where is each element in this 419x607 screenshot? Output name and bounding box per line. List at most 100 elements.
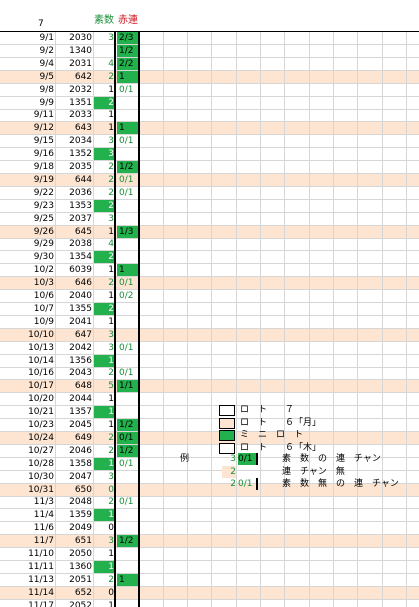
draw-number-cell[interactable]: 2031 (69, 58, 92, 69)
draw-number-cell[interactable]: 1357 (69, 407, 92, 418)
draw-number-cell[interactable]: 2043 (69, 368, 92, 379)
consecutive-cell[interactable]: 0/1 (117, 431, 139, 444)
draw-number-cell[interactable]: 2045 (69, 420, 92, 430)
date-cell[interactable]: 10/30 (28, 471, 54, 482)
consecutive-cell[interactable]: 0/1 (119, 174, 134, 185)
draw-number-cell[interactable]: 643 (74, 123, 92, 134)
table-row[interactable]: 9/23 1353 2 (0, 199, 419, 213)
table-row[interactable]: 9/15 2034 3 0/1 (0, 135, 419, 149)
date-cell[interactable]: 10/7 (33, 303, 54, 314)
consecutive-cell[interactable]: 1/2 (117, 535, 139, 548)
prime-count-cell[interactable]: 1 (108, 110, 114, 121)
prime-count-cell[interactable]: 2 (108, 497, 114, 508)
date-cell[interactable]: 10/10 (28, 329, 54, 340)
prime-count-cell[interactable]: 3 (108, 136, 114, 147)
table-row[interactable]: 9/22 2036 2 0/1 (0, 187, 419, 200)
consecutive-cell[interactable] (117, 109, 139, 121)
draw-number-cell[interactable]: 2048 (69, 497, 92, 508)
table-row[interactable]: 10/10 647 3 (0, 328, 419, 342)
prime-count-cell[interactable]: 1 (108, 123, 114, 134)
prime-count-cell[interactable]: 3 (94, 148, 114, 161)
table-row[interactable]: 10/27 2046 2 1/2 (0, 444, 419, 458)
date-cell[interactable]: 9/2 (39, 45, 54, 56)
draw-number-cell[interactable]: 642 (74, 71, 92, 82)
table-row[interactable]: 11/17 2052 1 (0, 600, 419, 607)
draw-number-cell[interactable]: 2033 (69, 110, 92, 121)
table-row[interactable]: 10/6 2040 1 0/2 (0, 290, 419, 303)
draw-number-cell[interactable]: 1353 (69, 200, 92, 211)
date-cell[interactable]: 9/19 (33, 174, 54, 185)
date-cell[interactable]: 10/28 (28, 458, 54, 469)
date-cell[interactable]: 11/4 (33, 510, 54, 521)
table-row[interactable]: 10/14 1356 1 (0, 354, 419, 368)
table-row[interactable]: 9/2 1340 1/2 (0, 44, 419, 58)
prime-count-cell[interactable]: 1 (108, 316, 114, 327)
draw-number-cell[interactable]: 646 (74, 278, 92, 289)
prime-count-cell[interactable]: 2 (94, 199, 114, 212)
table-row[interactable]: 10/20 2044 1 (0, 393, 419, 407)
date-cell[interactable]: 10/31 (28, 484, 54, 495)
draw-number-cell[interactable]: 2034 (69, 136, 92, 147)
consecutive-cell[interactable] (117, 355, 139, 367)
draw-number-cell[interactable]: 2050 (69, 549, 92, 559)
draw-number-cell[interactable]: 2036 (69, 187, 92, 198)
date-cell[interactable]: 11/7 (33, 536, 54, 547)
date-cell[interactable]: 10/23 (28, 420, 54, 430)
consecutive-cell[interactable] (117, 600, 139, 607)
date-cell[interactable]: 9/1 (39, 33, 54, 43)
consecutive-cell[interactable]: 0/2 (119, 291, 134, 301)
consecutive-cell[interactable] (117, 238, 139, 250)
column-header-su[interactable]: 素数 (94, 15, 114, 26)
draw-number-cell[interactable]: 1356 (69, 355, 92, 366)
draw-number-cell[interactable]: 2044 (69, 394, 92, 405)
date-cell[interactable]: 10/16 (28, 368, 54, 379)
consecutive-cell[interactable] (117, 251, 139, 263)
prime-count-cell[interactable]: 1 (108, 265, 114, 276)
draw-number-cell[interactable]: 645 (74, 226, 92, 237)
date-cell[interactable]: 10/20 (28, 394, 54, 405)
consecutive-cell[interactable]: 0/1 (119, 136, 134, 147)
table-row[interactable]: 11/10 2050 1 (0, 548, 419, 561)
table-row[interactable]: 10/30 2047 3 (0, 471, 419, 484)
prime-count-cell[interactable]: 4 (108, 58, 114, 69)
date-cell[interactable]: 9/18 (33, 162, 54, 172)
prime-count-cell[interactable]: 2 (108, 278, 114, 289)
consecutive-cell[interactable]: 1/2 (117, 444, 139, 457)
consecutive-cell[interactable]: 0/1 (119, 458, 134, 469)
consecutive-cell[interactable] (117, 148, 139, 160)
table-row[interactable]: 9/8 2032 1 0/1 (0, 84, 419, 97)
draw-number-cell[interactable]: 2038 (69, 239, 92, 250)
draw-number-cell[interactable]: 2035 (69, 162, 92, 172)
prime-count-cell[interactable]: 1 (108, 84, 114, 95)
prime-count-cell[interactable]: 5 (108, 381, 114, 392)
date-cell[interactable]: 10/6 (33, 291, 54, 301)
prime-count-cell[interactable]: 2 (94, 96, 114, 109)
table-row[interactable]: 9/5 642 2 1 (0, 70, 419, 84)
draw-number-cell[interactable]: 6039 (69, 265, 92, 276)
prime-count-cell[interactable]: 3 (108, 213, 114, 224)
draw-number-cell[interactable]: 1352 (69, 149, 92, 160)
consecutive-cell[interactable] (117, 329, 139, 341)
prime-count-cell[interactable]: 3 (108, 329, 114, 340)
table-row[interactable]: 9/18 2035 2 1/2 (0, 161, 419, 174)
draw-number-cell[interactable]: 1351 (69, 97, 92, 108)
prime-count-cell[interactable] (94, 45, 114, 57)
consecutive-cell[interactable]: 1/2 (117, 419, 139, 431)
date-cell[interactable]: 9/30 (33, 252, 54, 263)
consecutive-cell[interactable]: 1/2 (117, 161, 139, 173)
table-row[interactable]: 10/21 1357 1 (0, 406, 419, 420)
consecutive-cell[interactable]: 2/2 (117, 57, 139, 70)
date-cell[interactable]: 9/16 (33, 149, 54, 160)
date-cell[interactable]: 9/23 (33, 200, 54, 211)
date-cell[interactable]: 10/17 (28, 381, 54, 392)
date-cell[interactable]: 9/26 (33, 226, 54, 237)
date-cell[interactable]: 9/12 (33, 123, 54, 134)
draw-number-cell[interactable]: 2037 (69, 213, 92, 224)
table-row[interactable]: 9/11 2033 1 (0, 109, 419, 123)
consecutive-cell[interactable]: 0/1 (119, 187, 134, 198)
table-row[interactable]: 9/26 645 1 1/3 (0, 225, 419, 239)
draw-number-cell[interactable]: 650 (74, 484, 92, 495)
date-cell[interactable]: 11/6 (33, 523, 54, 534)
date-cell[interactable]: 11/3 (33, 497, 54, 508)
consecutive-cell[interactable] (117, 97, 139, 109)
